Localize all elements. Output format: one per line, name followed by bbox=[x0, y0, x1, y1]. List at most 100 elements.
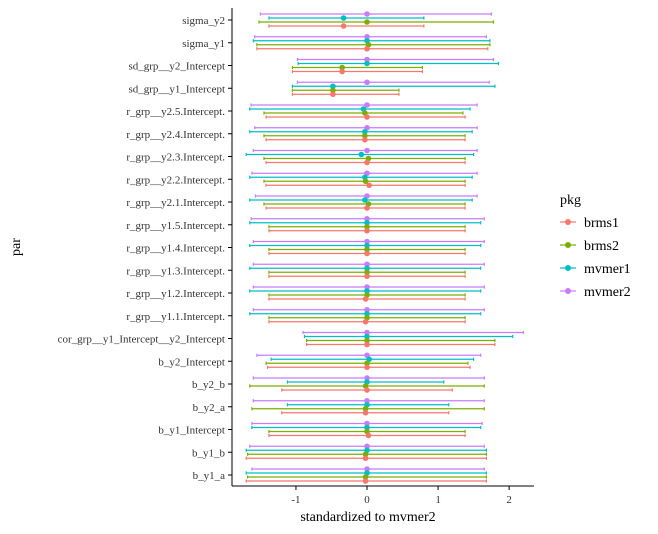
estimate-point bbox=[364, 159, 370, 166]
estimate-point bbox=[364, 242, 370, 249]
estimate-point bbox=[364, 79, 370, 86]
estimate-point bbox=[364, 215, 370, 222]
estimate-point bbox=[339, 68, 345, 75]
estimate-point bbox=[362, 478, 369, 484]
x-tick-label: -1 bbox=[291, 494, 300, 506]
y-axis-title: par bbox=[9, 238, 24, 256]
estimate-point bbox=[362, 178, 369, 185]
estimate-point bbox=[364, 45, 370, 52]
estimate-point bbox=[364, 19, 370, 25]
x-tick-label: 2 bbox=[506, 494, 512, 506]
y-tick-label: sigma_y1 bbox=[182, 38, 225, 50]
estimate-point bbox=[362, 474, 369, 480]
estimate-point bbox=[364, 360, 370, 367]
marks-layer bbox=[245, 11, 524, 484]
legend-item-label: brms2 bbox=[584, 239, 619, 254]
estimate-point bbox=[364, 306, 370, 313]
estimate-point bbox=[364, 219, 370, 226]
estimate-point bbox=[364, 424, 370, 431]
x-tick-label: 1 bbox=[435, 494, 441, 506]
series-mvmer2 bbox=[249, 11, 524, 472]
estimate-point bbox=[364, 250, 370, 257]
estimate-point bbox=[330, 83, 336, 90]
estimate-point bbox=[364, 114, 370, 120]
estimate-point bbox=[362, 296, 369, 302]
estimate-point bbox=[330, 87, 336, 94]
y-tick-label: r_grp__y2.2.Intercept. bbox=[126, 174, 225, 186]
y-tick-label: cor_grp__y1_Intercept__y2_Intercept bbox=[58, 334, 225, 346]
estimate-point bbox=[340, 15, 347, 21]
y-tick-label: b_y1_b bbox=[192, 447, 226, 459]
y-tick-label: r_grp__y1.3.Intercept. bbox=[126, 265, 225, 277]
y-tick-label: r_grp__y1.5.Intercept. bbox=[126, 220, 225, 232]
estimate-point bbox=[364, 261, 370, 268]
estimate-point bbox=[364, 397, 370, 404]
estimate-point bbox=[330, 91, 336, 98]
legend: pkg brms1 brms2 mvmer1 mvmer2 bbox=[560, 193, 631, 300]
axes-layer bbox=[231, 8, 534, 487]
y-tick-label: b_y2_Intercept bbox=[158, 356, 225, 368]
estimate-point bbox=[364, 273, 370, 280]
estimate-point bbox=[364, 443, 370, 450]
estimate-point bbox=[364, 310, 370, 317]
estimate-point bbox=[364, 269, 370, 276]
estimate-point bbox=[362, 128, 368, 135]
estimate-point bbox=[364, 11, 370, 17]
x-tick-label: 0 bbox=[364, 494, 370, 506]
y-tick-label: r_grp__y1.4.Intercept. bbox=[126, 243, 225, 255]
estimate-point bbox=[362, 405, 369, 412]
legend-item-label: brms1 bbox=[584, 216, 619, 231]
estimate-point bbox=[364, 33, 370, 40]
estimate-point bbox=[364, 466, 370, 472]
estimate-point bbox=[364, 147, 370, 154]
estimate-point bbox=[364, 387, 370, 393]
y-tick-label: sd_grp__y2_Intercept bbox=[128, 61, 225, 73]
estimate-point bbox=[364, 56, 370, 63]
y-tick-label: r_grp__y1.2.Intercept. bbox=[126, 288, 225, 300]
y-tick-label: r_grp__y2.4.Intercept. bbox=[126, 129, 225, 141]
estimate-point bbox=[364, 238, 370, 245]
estimate-point bbox=[364, 288, 370, 294]
series-brms1 bbox=[245, 23, 496, 484]
estimate-point bbox=[364, 375, 370, 381]
x-axis-title: standardized to mvmer2 bbox=[300, 510, 435, 525]
y-tick-label: b_y2_b bbox=[192, 379, 226, 391]
estimate-point bbox=[364, 60, 370, 67]
y-tick-label: r_grp__y2.5.Intercept. bbox=[126, 106, 225, 118]
y-tick-label: r_grp__y1.1.Intercept. bbox=[126, 311, 225, 323]
estimate-point bbox=[339, 64, 345, 71]
y-tick-label: b_y1_a bbox=[193, 470, 226, 482]
estimate-point bbox=[364, 246, 370, 253]
legend-title: pkg bbox=[560, 193, 581, 208]
estimate-point bbox=[362, 455, 369, 462]
y-tick-label: r_grp__y2.3.Intercept. bbox=[126, 152, 225, 164]
estimate-point bbox=[362, 197, 368, 203]
series-mvmer1 bbox=[245, 15, 514, 476]
estimate-point bbox=[362, 451, 369, 458]
estimate-point bbox=[364, 227, 370, 234]
estimate-point bbox=[364, 265, 370, 272]
estimate-point bbox=[364, 364, 370, 371]
legend-key-point bbox=[565, 219, 571, 225]
ticks-layer: sigma_y2 sigma_y1 sd_grp__y2_Intercept sd_g… bbox=[58, 15, 512, 506]
estimate-point bbox=[364, 284, 370, 290]
y-tick-label: sd_grp__y1_Intercept bbox=[128, 83, 225, 95]
y-tick-label: sigma_y2 bbox=[182, 15, 225, 27]
estimate-point bbox=[366, 182, 372, 189]
estimate-point bbox=[364, 223, 370, 230]
estimate-point bbox=[364, 337, 370, 344]
estimate-point bbox=[364, 420, 370, 427]
estimate-point bbox=[358, 151, 365, 158]
estimate-point bbox=[362, 136, 368, 143]
estimate-point bbox=[364, 341, 370, 348]
estimate-point bbox=[362, 409, 369, 416]
series-brms2 bbox=[247, 19, 496, 480]
legend-item-label: mvmer1 bbox=[584, 262, 631, 277]
legend-item-label: mvmer2 bbox=[584, 285, 631, 300]
legend-key-point bbox=[565, 265, 571, 271]
estimate-point bbox=[362, 132, 368, 139]
estimate-point bbox=[340, 23, 347, 29]
y-tick-label: b_y1_Intercept bbox=[158, 425, 225, 437]
